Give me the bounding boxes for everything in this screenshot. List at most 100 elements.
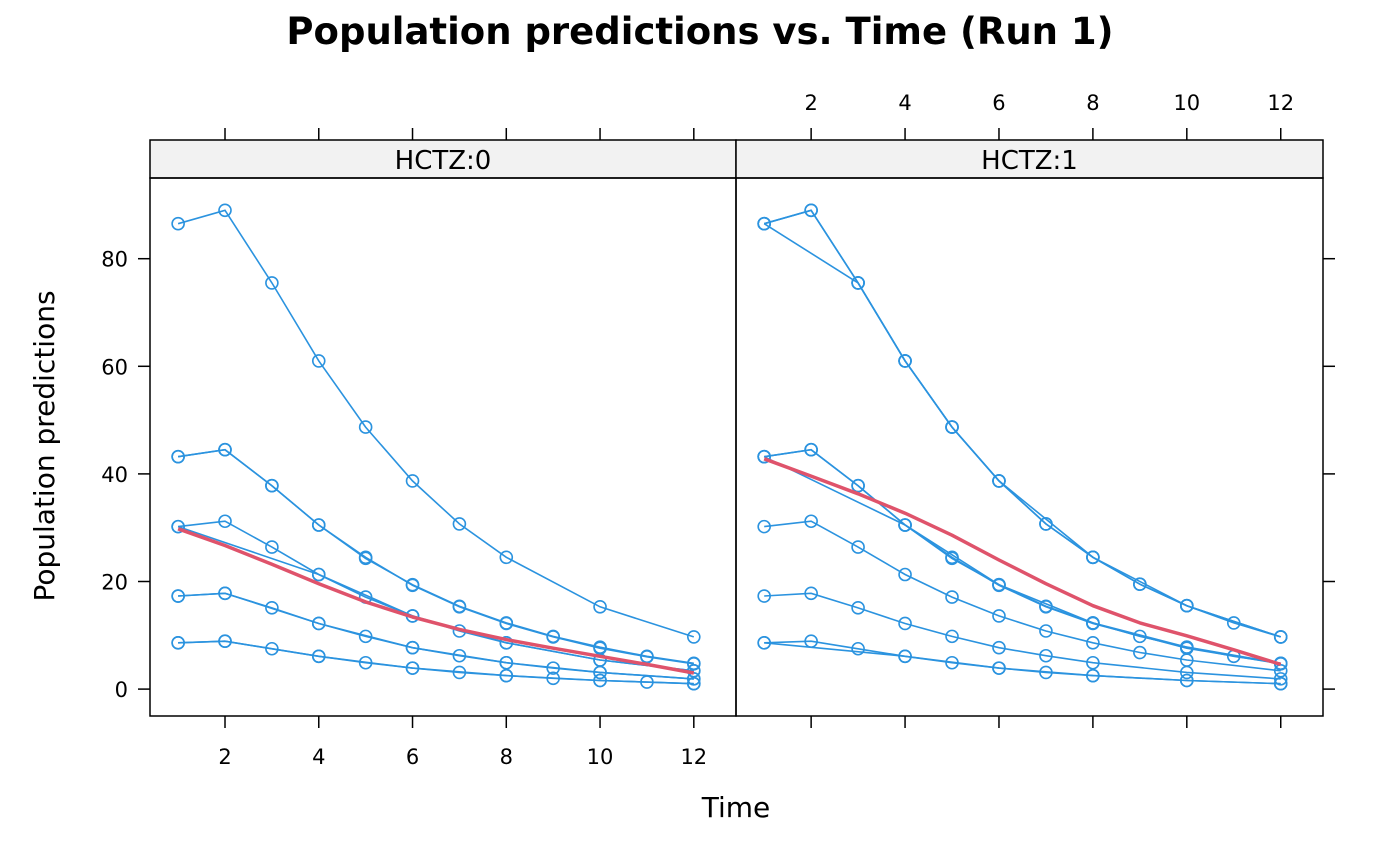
x-tick-label: 2 <box>218 745 231 769</box>
x-tick-label: 10 <box>1173 91 1200 115</box>
series-line-subject-c <box>763 223 1281 638</box>
data-point <box>358 420 373 434</box>
x-tick-label: 8 <box>1086 91 1099 115</box>
data-point <box>898 616 912 631</box>
x-tick-label: 2 <box>804 91 817 115</box>
data-point <box>265 601 279 615</box>
data-point <box>1086 550 1100 565</box>
data-point <box>945 420 959 434</box>
x-axis-label: Time <box>701 791 771 824</box>
x-tick-label: 6 <box>992 91 1005 115</box>
y-axis-label: Population predictions <box>28 290 61 601</box>
data-point <box>171 449 185 464</box>
data-point <box>499 616 514 631</box>
data-point <box>1086 655 1100 670</box>
y-tick-label: 0 <box>115 678 128 702</box>
data-point <box>311 616 326 631</box>
data-point <box>265 540 279 554</box>
series-line-subject-c <box>177 448 694 665</box>
data-point <box>1039 648 1053 663</box>
data-point <box>218 203 232 218</box>
y-tick-label: 40 <box>101 463 128 487</box>
strip-label: HCTZ:1 <box>981 146 1078 176</box>
data-point <box>1086 636 1100 650</box>
data-point <box>405 661 420 675</box>
data-point <box>1180 673 1194 688</box>
data-point <box>499 655 514 670</box>
data-point <box>945 590 959 604</box>
data-point <box>311 567 326 582</box>
data-point <box>804 203 818 218</box>
data-point <box>1086 616 1100 630</box>
data-point <box>992 577 1006 592</box>
data-point <box>1086 668 1100 683</box>
data-point <box>218 514 232 529</box>
data-point <box>898 354 912 368</box>
panel-0: HCTZ:0 2 4 6 8 10 12 0 20 40 60 80 <box>101 128 737 769</box>
data-point <box>804 514 818 529</box>
data-point <box>687 676 701 691</box>
data-point <box>405 640 420 655</box>
series-line-subject-g <box>178 592 694 680</box>
series-line-subject-e <box>764 448 1281 665</box>
data-point <box>687 630 701 644</box>
data-point <box>593 665 607 680</box>
data-point <box>1273 664 1288 678</box>
data-point <box>804 586 818 601</box>
series-line-subject-h <box>764 592 1281 680</box>
series-line-subject-i <box>178 640 694 685</box>
x-tick-label: 6 <box>406 745 419 769</box>
series-line-subject-j <box>764 642 1281 685</box>
data-point <box>546 630 560 644</box>
data-point <box>687 657 701 671</box>
data-point <box>804 442 818 457</box>
y-tick-label: 80 <box>101 248 128 272</box>
panel-frame <box>149 177 737 717</box>
x-tick-label: 4 <box>898 91 911 115</box>
data-point <box>265 276 279 290</box>
x-tick-label: 12 <box>680 745 707 769</box>
series-line-subject-a <box>177 209 695 638</box>
data-point <box>311 518 326 532</box>
data-point <box>452 599 467 614</box>
data-point <box>992 661 1006 675</box>
chart-title: Population predictions vs. Time (Run 1) <box>286 10 1113 53</box>
panel-frame <box>735 177 1324 717</box>
data-point <box>757 589 771 603</box>
data-point <box>171 519 185 534</box>
data-point <box>851 641 865 656</box>
data-point <box>499 668 514 683</box>
data-point <box>757 216 771 231</box>
data-point <box>265 641 279 656</box>
data-point <box>992 609 1006 623</box>
smooth-line <box>177 527 695 675</box>
panels: HCTZ:0 2 4 6 8 10 12 0 20 40 60 80 HCTZ:1 2 4 6 8 10 12 <box>101 91 1335 769</box>
x-tick-label: 4 <box>312 745 325 769</box>
series-line-subject-f <box>763 455 1281 665</box>
data-point <box>851 601 865 615</box>
data-point <box>311 649 326 664</box>
data-point <box>757 636 771 650</box>
data-point <box>265 478 279 493</box>
data-point <box>171 636 185 650</box>
strip-label: HCTZ:0 <box>395 146 492 176</box>
data-point <box>851 478 865 493</box>
data-point <box>218 442 232 457</box>
data-point <box>358 550 373 565</box>
series-line-subject-e <box>177 525 694 672</box>
data-point <box>405 474 420 488</box>
data-point <box>593 599 607 614</box>
panel-1: HCTZ:1 2 4 6 8 10 12 <box>735 91 1335 728</box>
data-point <box>992 474 1006 488</box>
data-point <box>218 586 232 601</box>
data-point <box>452 517 467 531</box>
data-point <box>1273 676 1288 691</box>
x-tick-label: 10 <box>587 745 614 769</box>
smooth-line <box>763 457 1282 667</box>
y-tick-label: 20 <box>101 571 128 595</box>
data-point <box>898 567 912 582</box>
data-point <box>757 449 771 464</box>
x-tick-label: 8 <box>500 745 513 769</box>
data-point <box>757 519 771 534</box>
